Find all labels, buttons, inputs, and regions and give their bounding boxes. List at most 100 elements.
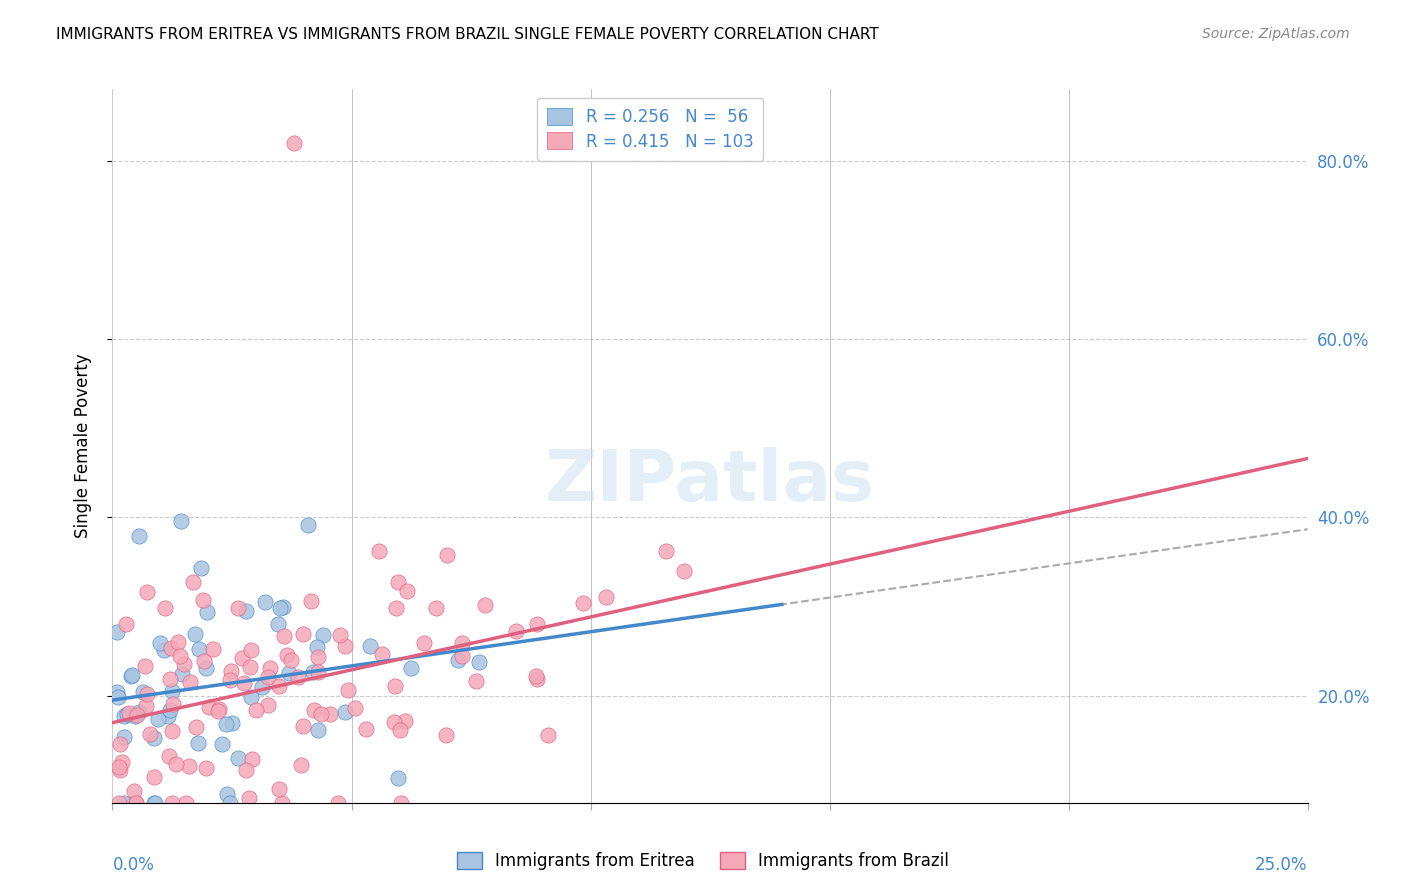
Immigrants from Eritrea [120,669,142,683]
Immigrants from Brazil [280,653,302,667]
Immigrants from Eritrea [184,627,207,641]
Immigrants from Eritrea [169,514,191,528]
Immigrants from Brazil [389,723,412,738]
Immigrants from Brazil [127,708,149,723]
Immigrants from Eritrea [399,661,422,675]
Immigrants from Brazil [526,672,548,686]
Immigrants from Brazil [299,594,322,608]
Immigrants from Eritrea [187,736,209,750]
Immigrants from Brazil [451,636,474,650]
Immigrants from Brazil [464,673,486,688]
Immigrants from Brazil [165,756,187,771]
Immigrants from Eritrea [115,706,138,721]
Immigrants from Eritrea [446,653,468,667]
Immigrants from Brazil [157,748,180,763]
Immigrants from Eritrea [112,730,135,744]
Immigrants from Brazil [167,634,190,648]
Immigrants from Eritrea [190,561,212,575]
Immigrants from Eritrea [271,600,294,615]
Immigrants from Brazil [153,601,176,615]
Immigrants from Eritrea [235,604,257,618]
Immigrants from Eritrea [172,667,194,681]
Immigrants from Brazil [108,760,131,774]
Immigrants from Eritrea [195,605,218,619]
Immigrants from Brazil [184,720,207,734]
Immigrants from Brazil [118,706,141,720]
Immigrants from Brazil [271,796,294,810]
Immigrants from Brazil [139,727,162,741]
Immigrants from Eritrea [157,708,180,723]
Immigrants from Eritrea [148,636,170,650]
Immigrants from Eritrea [269,601,291,615]
Immigrants from Brazil [524,669,547,683]
Immigrants from Brazil [135,699,157,714]
Immigrants from Brazil [207,702,229,716]
Immigrants from Eritrea [277,666,299,681]
Immigrants from Brazil [159,672,181,686]
Immigrants from Brazil [231,650,253,665]
Immigrants from Brazil [367,544,389,558]
Immigrants from Eritrea [333,705,356,719]
Immigrants from Eritrea [124,709,146,723]
Immigrants from Brazil [413,635,436,649]
Immigrants from Brazil [311,706,333,721]
Immigrants from Brazil [160,641,183,656]
Immigrants from Brazil [354,722,377,736]
Immigrants from Eritrea [160,684,183,698]
Immigrants from Brazil [283,136,305,150]
Immigrants from Brazil [174,796,197,810]
Immigrants from Eritrea [128,705,150,719]
Immigrants from Eritrea [107,690,129,704]
Immigrants from Eritrea [297,518,319,533]
Immigrants from Eritrea [219,796,242,810]
Immigrants from Brazil [142,770,165,784]
Immigrants from Brazil [673,565,696,579]
Immigrants from Eritrea [252,680,274,694]
Immigrants from Brazil [287,670,309,684]
Immigrants from Eritrea [226,751,249,765]
Immigrants from Brazil [474,599,496,613]
Immigrants from Brazil [259,661,281,675]
Immigrants from Brazil [125,796,148,810]
Immigrants from Brazil [595,590,617,604]
Immigrants from Brazil [257,670,280,684]
Immigrants from Eritrea [194,661,217,675]
Immigrants from Brazil [394,714,416,728]
Immigrants from Brazil [387,575,409,590]
Immigrants from Brazil [384,679,406,693]
Immigrants from Brazil [173,657,195,672]
Immigrants from Brazil [239,643,262,657]
Immigrants from Brazil [194,761,217,775]
Immigrants from Brazil [108,796,131,810]
Immigrants from Brazil [382,715,405,730]
Text: 0.0%: 0.0% [112,856,155,874]
Immigrants from Brazil [238,790,260,805]
Immigrants from Eritrea [105,624,128,639]
Immigrants from Brazil [436,548,458,562]
Immigrants from Brazil [193,654,215,668]
Legend: R = 0.256   N =  56, R = 0.415   N = 103: R = 0.256 N = 56, R = 0.415 N = 103 [537,97,763,161]
Immigrants from Eritrea [217,787,239,801]
Immigrants from Brazil [181,574,204,589]
Immigrants from Brazil [434,729,457,743]
Immigrants from Eritrea [301,665,323,679]
Immigrants from Brazil [326,796,349,810]
Text: IMMIGRANTS FROM ERITREA VS IMMIGRANTS FROM BRAZIL SINGLE FEMALE POVERTY CORRELAT: IMMIGRANTS FROM ERITREA VS IMMIGRANTS FR… [56,27,879,42]
Immigrants from Brazil [333,639,356,653]
Immigrants from Eritrea [387,771,409,785]
Immigrants from Brazil [108,737,131,751]
Immigrants from Brazil [197,700,219,714]
Immigrants from Brazil [122,784,145,798]
Immigrants from Brazil [302,703,325,717]
Immigrants from Brazil [329,628,352,642]
Immigrants from Brazil [111,756,134,770]
Immigrants from Eritrea [305,640,328,655]
Text: ZIPatlas: ZIPatlas [546,447,875,516]
Immigrants from Brazil [179,675,201,690]
Text: 25.0%: 25.0% [1256,856,1308,874]
Immigrants from Brazil [169,649,191,664]
Immigrants from Brazil [235,764,257,778]
Immigrants from Brazil [389,796,412,810]
Immigrants from Brazil [219,665,242,679]
Immigrants from Brazil [240,752,263,766]
